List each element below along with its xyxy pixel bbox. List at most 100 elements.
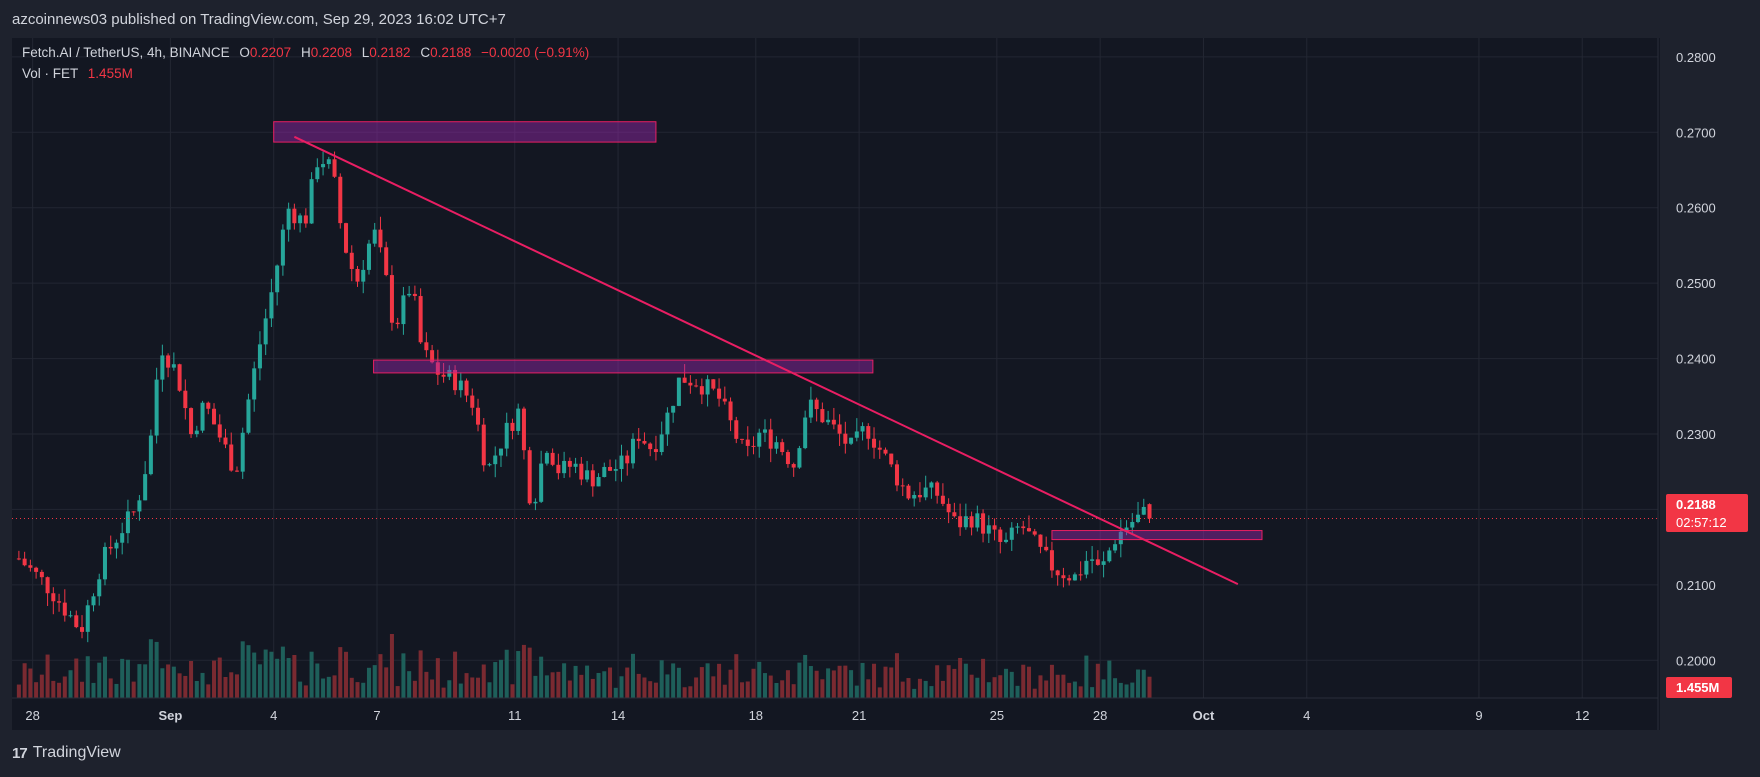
volume-bar <box>837 665 842 698</box>
rectangle-zone[interactable] <box>373 359 874 374</box>
volume-bar <box>659 660 664 698</box>
volume-bar <box>349 677 354 698</box>
candle-body <box>97 579 102 597</box>
close-label: C <box>420 45 431 60</box>
rectangle-zone[interactable] <box>273 121 657 143</box>
candle-body <box>808 399 813 418</box>
candle-body <box>958 516 963 528</box>
time-axis[interactable]: 28 Sep 4 7 11 14 18 21 25 28 Oct 4 9 12 <box>25 708 1589 723</box>
symbol-legend[interactable]: Fetch.AI / TetherUS, 4h, BINANCE O0.2207… <box>22 45 589 60</box>
volume-bar <box>447 680 452 698</box>
candle-body <box>183 390 188 409</box>
candle-body <box>143 474 148 501</box>
candle-body <box>894 464 899 486</box>
last-price-value: 0.2188 <box>1676 497 1716 512</box>
candle-body <box>504 422 509 449</box>
volume-bar <box>958 657 963 698</box>
candle-body <box>831 419 836 425</box>
volume-bar <box>355 682 360 698</box>
candle-body <box>826 419 831 423</box>
volume-legend[interactable]: Vol · FET 1.455M <box>22 66 133 81</box>
candle-body <box>39 571 44 578</box>
price-tick-label: 0.2100 <box>1676 578 1716 593</box>
candlesticks[interactable] <box>16 151 1152 643</box>
candle-body <box>912 494 917 499</box>
date-tick-label: 4 <box>270 708 277 723</box>
price-tick-label: 0.2500 <box>1676 276 1716 291</box>
candle-body <box>212 408 217 425</box>
price-axis[interactable]: 0.20000.21000.22000.23000.24000.25000.26… <box>1676 50 1716 668</box>
candle-body <box>1049 550 1054 571</box>
candle-body <box>659 434 664 453</box>
volume-bar <box>189 661 194 698</box>
candle-body <box>889 453 894 465</box>
volume-indicator-label[interactable]: Vol · FET <box>22 66 79 81</box>
candle-body <box>1015 526 1020 528</box>
volume-bar <box>676 667 681 698</box>
volume-bar <box>412 680 417 698</box>
price-tick-label: 0.2700 <box>1676 125 1716 140</box>
candle-body <box>1130 521 1135 528</box>
volume-bar <box>1049 664 1054 698</box>
volume-bar <box>1072 681 1077 698</box>
volume-bar <box>240 641 245 698</box>
volume-bar <box>917 678 922 698</box>
candle-body <box>309 179 314 224</box>
volume-bar <box>849 670 854 698</box>
volume-bar <box>22 663 27 698</box>
volume-bar <box>131 681 136 698</box>
volume-bar <box>269 651 274 698</box>
volume-bar <box>315 663 320 698</box>
volume-bar <box>860 662 865 698</box>
volume-bar <box>303 685 308 698</box>
volume-bar <box>516 651 521 698</box>
candle-body <box>935 482 940 496</box>
candle-body <box>877 447 882 450</box>
volume-bar <box>430 679 435 698</box>
grid-lines <box>12 38 1658 698</box>
volume-bar <box>74 658 79 698</box>
candle-body <box>1118 531 1123 545</box>
candle-body <box>487 464 492 466</box>
drawings[interactable] <box>12 121 1658 586</box>
candle-body <box>338 176 343 224</box>
volume-bar <box>504 649 509 698</box>
volume-bar <box>533 675 538 698</box>
candle-body <box>80 627 85 632</box>
volume-bar <box>401 653 406 698</box>
volume-bar <box>940 680 945 698</box>
symbol-title[interactable]: Fetch.AI / TetherUS, 4h, BINANCE <box>22 45 230 60</box>
volume-bar <box>441 687 446 698</box>
candle-body <box>303 215 308 224</box>
volume-bar <box>734 654 739 698</box>
candle-body <box>1055 570 1060 576</box>
candle-body <box>872 438 877 448</box>
volume-bar <box>223 676 228 698</box>
trend-line[interactable] <box>293 135 1239 586</box>
candle-body <box>389 275 394 323</box>
price-tick-label: 0.2800 <box>1676 50 1716 65</box>
volume-bar <box>866 679 871 698</box>
candle-body <box>1090 559 1095 561</box>
volume-bar <box>671 663 676 698</box>
volume-bar <box>544 675 549 698</box>
volume-bar <box>808 666 813 698</box>
rectangle-zone[interactable] <box>1051 530 1263 541</box>
candle-body <box>470 395 475 408</box>
volume-bar <box>630 653 635 698</box>
volume-price-label: 1.455M <box>1666 677 1732 698</box>
volume-bar <box>217 657 222 698</box>
volume-bar <box>998 675 1003 698</box>
volume-bar <box>722 684 727 698</box>
tradingview-logo-icon: 17 <box>12 744 28 762</box>
volume-bar <box>487 682 492 698</box>
tradingview-brand[interactable]: 17 TradingView <box>12 744 121 762</box>
volume-bar <box>1004 668 1009 698</box>
volume-bar <box>183 675 188 698</box>
candle-body <box>275 265 280 293</box>
volume-bar <box>257 664 262 698</box>
high-value: 0.2208 <box>310 45 352 60</box>
candle-body <box>849 437 854 444</box>
date-tick-label: 28 <box>25 708 39 723</box>
